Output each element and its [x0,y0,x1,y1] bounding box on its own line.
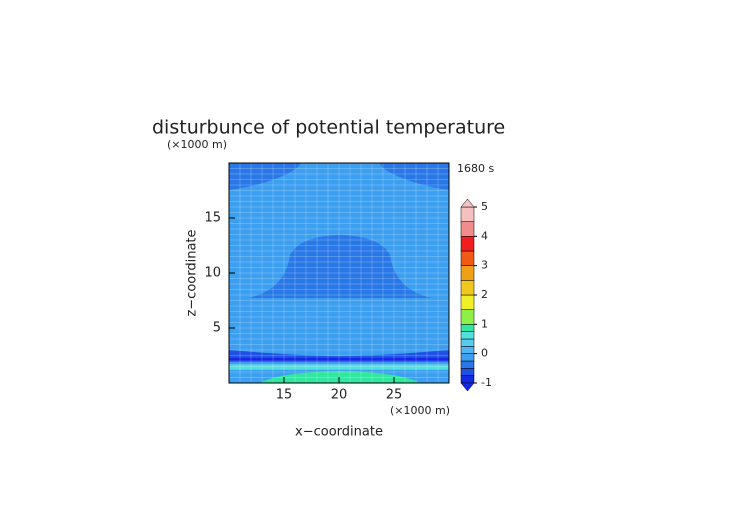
colorbar-band [460,353,475,362]
x-tick-label: 25 [386,388,403,403]
colorbar-tick-label: 0 [481,347,488,360]
colorbar-band [460,250,475,266]
contour-region [229,358,449,361]
y-tick-label: 15 [204,211,221,226]
y-axis-label: z−coordinate [185,229,200,316]
colorbar-band [460,309,475,325]
x-tick-label: 15 [276,388,293,403]
colorbar-tick-label: -1 [481,376,492,389]
colorbar-band [460,206,475,222]
y-tick-label: 5 [213,321,221,336]
colorbar-tick-label: 2 [481,288,488,301]
y-unit: (×1000 m) [167,138,227,151]
colorbar-tick-label: 1 [481,317,488,330]
colorbar-band [460,265,475,281]
colorbar-extend-bottom [460,382,475,392]
colorbar-band [460,346,475,354]
colorbar-band [460,360,475,369]
colorbar-extend-top [460,198,475,208]
colorbar-tick-label: 4 [481,229,488,242]
colorbar-band [460,294,475,310]
contour-region [248,235,432,298]
colorbar-band [460,280,475,296]
y-tick-label: 10 [204,266,221,281]
time-label: 1680 s [457,162,494,175]
chart-title: disturbunce of potential temperature [152,117,505,139]
colorbar-band [460,236,475,252]
colorbar-band [460,331,475,340]
colorbar-band [460,375,475,384]
colorbar-tick-label: 3 [481,259,488,272]
colorbar-band [460,368,475,376]
contour-region [260,371,420,383]
x-unit: (×1000 m) [390,404,450,417]
colorbar-band [460,324,475,332]
x-tick-label: 20 [331,388,348,403]
colorbar-band [460,221,475,237]
contour-region [229,365,449,369]
colorbar-band [460,338,475,347]
contour-region [229,163,449,190]
colorbar-tick-label: 5 [481,200,488,213]
x-axis-label: x−coordinate [295,425,383,440]
